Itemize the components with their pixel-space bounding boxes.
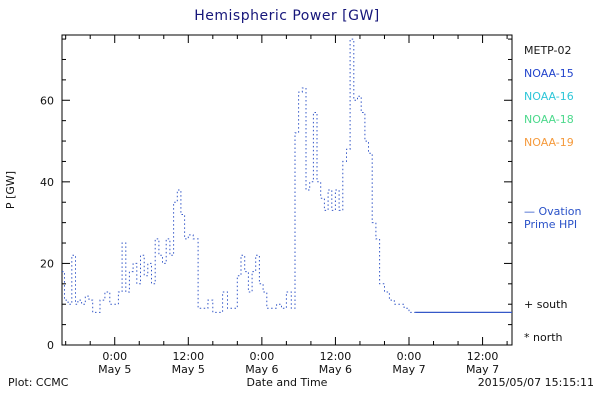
timestamp-label: 2015/05/07 15:15:11 [477, 376, 594, 389]
svg-text:May 7: May 7 [392, 363, 425, 376]
plot-source-label: Plot: CCMC [8, 376, 69, 389]
svg-text:40: 40 [40, 176, 54, 189]
svg-text:0:00: 0:00 [397, 350, 422, 363]
svg-text:May 7: May 7 [466, 363, 499, 376]
svg-text:12:00: 12:00 [467, 350, 499, 363]
svg-text:12:00: 12:00 [320, 350, 352, 363]
svg-text:P [GW]: P [GW] [4, 171, 17, 209]
chart-title: Hemispheric Power [GW] [194, 8, 380, 24]
svg-text:0:00: 0:00 [102, 350, 127, 363]
ovation-legend-line2: Prime HPI [524, 218, 578, 231]
svg-text:20: 20 [40, 257, 54, 270]
legend-item-noaa-18: NOAA-18 [524, 113, 574, 126]
svg-text:May 5: May 5 [98, 363, 131, 376]
legend-item-noaa-16: NOAA-16 [524, 90, 574, 103]
x-axis-title: Date and Time [246, 376, 328, 389]
svg-text:12:00: 12:00 [172, 350, 204, 363]
svg-text:60: 60 [40, 94, 54, 107]
north-marker-label: * north [524, 331, 563, 344]
svg-text:0: 0 [47, 339, 54, 352]
legend-item-noaa-19: NOAA-19 [524, 136, 574, 149]
legend-item-noaa-15: NOAA-15 [524, 67, 574, 80]
svg-text:May 6: May 6 [245, 363, 278, 376]
south-marker-label: + south [524, 298, 568, 311]
svg-text:0:00: 0:00 [250, 350, 275, 363]
svg-text:May 5: May 5 [172, 363, 205, 376]
legend-item-metp-02: METP-02 [524, 44, 572, 57]
svg-text:May 6: May 6 [319, 363, 352, 376]
ovation-legend-line1: — Ovation [524, 205, 582, 218]
